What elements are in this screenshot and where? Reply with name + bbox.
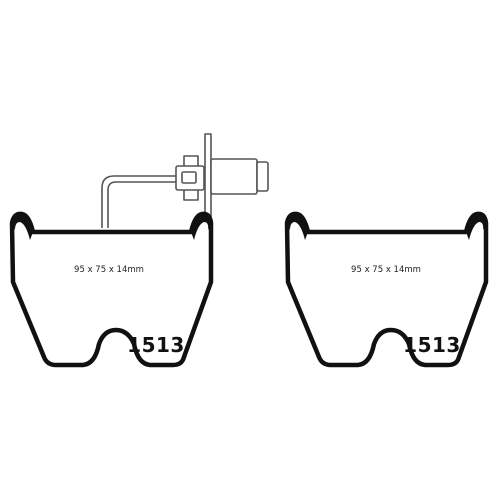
pad-shim-right (191, 213, 211, 240)
sensor-clip-tab-bottom (183, 190, 199, 201)
sensor-clip-tab-top (183, 155, 199, 166)
sensor-connector-end (256, 161, 269, 192)
pad-dimensions: 95 x 75 x 14mm (351, 265, 421, 275)
pad-dimensions: 95 x 75 x 14mm (74, 265, 144, 275)
wear-sensor (101, 133, 269, 229)
brake-pad-left: 95 x 75 x 14mm 1513 (9, 211, 214, 368)
pad-part-number: 1513 (127, 333, 185, 357)
sensor-connector (210, 158, 258, 195)
sensor-clip-detail (181, 171, 197, 184)
sensor-wire-inner (107, 181, 176, 228)
pad-shim-right (466, 213, 486, 240)
sensor-wire (101, 175, 176, 228)
pad-shim-left (12, 213, 33, 240)
brake-pad-right: 95 x 75 x 14mm 1513 (284, 211, 489, 368)
pad-shim-left (287, 213, 308, 240)
pad-part-number: 1513 (403, 333, 461, 357)
